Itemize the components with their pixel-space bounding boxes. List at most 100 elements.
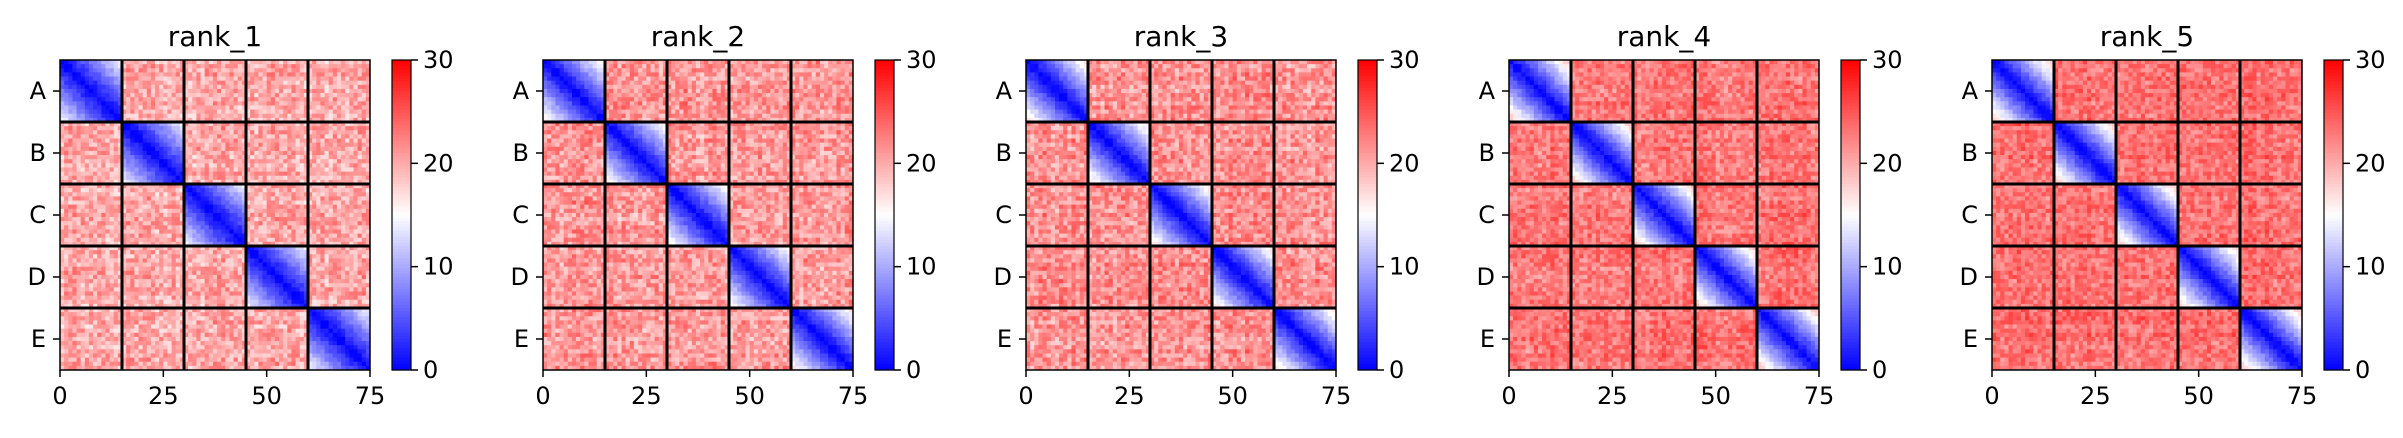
- heatmap-cell: [217, 204, 222, 210]
- heatmap-cell: [212, 312, 218, 317]
- heatmap-cell: [146, 80, 152, 86]
- heatmap-cell: [175, 266, 181, 272]
- heatmap-cell: [299, 171, 305, 177]
- heatmap-cell: [266, 159, 272, 164]
- heatmap-cell: [184, 274, 189, 280]
- heatmap-cell: [122, 295, 127, 301]
- heatmap-cell: [353, 64, 359, 69]
- heatmap-cell: [130, 142, 135, 148]
- heatmap-cell: [184, 287, 189, 292]
- heatmap-cell: [357, 237, 363, 243]
- heatmap-cell: [208, 262, 214, 268]
- heatmap-cell: [64, 250, 69, 255]
- heatmap-cell: [97, 303, 102, 309]
- heatmap-cell: [217, 64, 222, 69]
- heatmap-cell: [361, 155, 367, 160]
- heatmap-cell: [72, 80, 78, 86]
- heatmap-cell: [80, 167, 86, 173]
- heatmap-cell: [146, 308, 152, 313]
- heatmap-cell: [76, 291, 82, 297]
- heatmap-cell: [200, 80, 206, 86]
- heatmap-cell: [130, 204, 135, 210]
- heatmap-cell: [233, 192, 239, 197]
- heatmap-cell: [266, 254, 272, 259]
- heatmap-cell: [204, 274, 210, 280]
- heatmap-cell: [266, 262, 272, 268]
- heatmap-cell: [179, 204, 185, 210]
- heatmap-cell: [150, 184, 156, 189]
- heatmap-cell: [117, 163, 123, 168]
- heatmap-cell: [266, 221, 272, 226]
- heatmap-cell: [126, 122, 131, 127]
- heatmap-cell: [233, 105, 239, 111]
- heatmap-cell: [361, 254, 367, 259]
- heatmap-cell: [312, 138, 317, 144]
- heatmap-cell: [97, 109, 102, 115]
- heatmap-cell: [324, 279, 330, 284]
- heatmap-cell: [345, 328, 350, 334]
- heatmap-cell: [349, 200, 354, 206]
- heatmap-cell: [109, 167, 115, 173]
- heatmap-cell: [130, 155, 135, 160]
- heatmap-cell: [167, 312, 173, 317]
- heatmap-cell: [204, 122, 210, 127]
- heatmap-cell: [167, 192, 173, 197]
- heatmap-cell: [266, 101, 272, 106]
- heatmap-cell: [171, 68, 177, 73]
- heatmap-cell: [324, 64, 330, 69]
- heatmap-cell: [233, 138, 239, 144]
- heatmap-cell: [126, 250, 131, 255]
- heatmap-cell: [295, 84, 301, 90]
- heatmap-cell: [142, 208, 148, 214]
- heatmap-cell: [72, 93, 78, 98]
- heatmap-cell: [175, 105, 181, 111]
- heatmap-cell: [336, 229, 342, 235]
- heatmap-cell: [237, 299, 243, 305]
- heatmap-cell: [159, 274, 164, 280]
- heatmap-cell: [299, 184, 305, 189]
- heatmap-cell: [130, 299, 135, 305]
- heatmap-cell: [316, 328, 321, 334]
- heatmap-cell: [192, 291, 197, 297]
- heatmap-cell: [167, 250, 173, 255]
- heatmap-cell: [192, 303, 197, 309]
- heatmap-cell: [336, 60, 342, 65]
- heatmap-cell: [295, 291, 301, 297]
- heatmap-cell: [299, 262, 305, 268]
- heatmap-cell: [299, 312, 305, 317]
- heatmap-cell: [246, 295, 251, 301]
- heatmap-cell: [266, 97, 272, 102]
- heatmap-cell: [171, 167, 177, 173]
- heatmap-cell: [295, 212, 301, 218]
- heatmap-cell: [134, 332, 140, 338]
- heatmap-cell: [299, 175, 305, 181]
- heatmap-cell: [316, 93, 321, 98]
- heatmap-cell: [341, 312, 346, 317]
- heatmap-cell: [308, 130, 313, 135]
- heatmap-cell: [196, 192, 202, 197]
- heatmap-cell: [316, 105, 321, 111]
- heatmap-cell: [345, 138, 350, 144]
- heatmap-cell: [308, 117, 313, 123]
- heatmap-cell: [208, 295, 214, 301]
- heatmap-cell: [345, 212, 350, 218]
- heatmap-cell: [84, 270, 90, 276]
- heatmap-cell: [316, 150, 321, 156]
- heatmap-cell: [291, 328, 297, 334]
- heatmap-cell: [126, 97, 131, 102]
- heatmap-cell: [117, 142, 123, 148]
- heatmap-cell: [345, 146, 350, 152]
- heatmap-cell: [192, 64, 197, 69]
- heatmap-cell: [122, 150, 127, 156]
- heatmap-cell: [64, 217, 69, 222]
- heatmap-cell: [97, 246, 102, 251]
- heatmap-cell: [117, 196, 123, 202]
- heatmap-cell: [291, 101, 297, 106]
- heatmap-cell: [217, 150, 222, 156]
- heatmap-cell: [349, 212, 354, 218]
- heatmap-cell: [233, 80, 239, 86]
- heatmap-cell: [93, 188, 98, 193]
- heatmap-cell: [188, 175, 193, 181]
- heatmap-cell: [188, 299, 193, 305]
- heatmap-cell: [155, 320, 160, 326]
